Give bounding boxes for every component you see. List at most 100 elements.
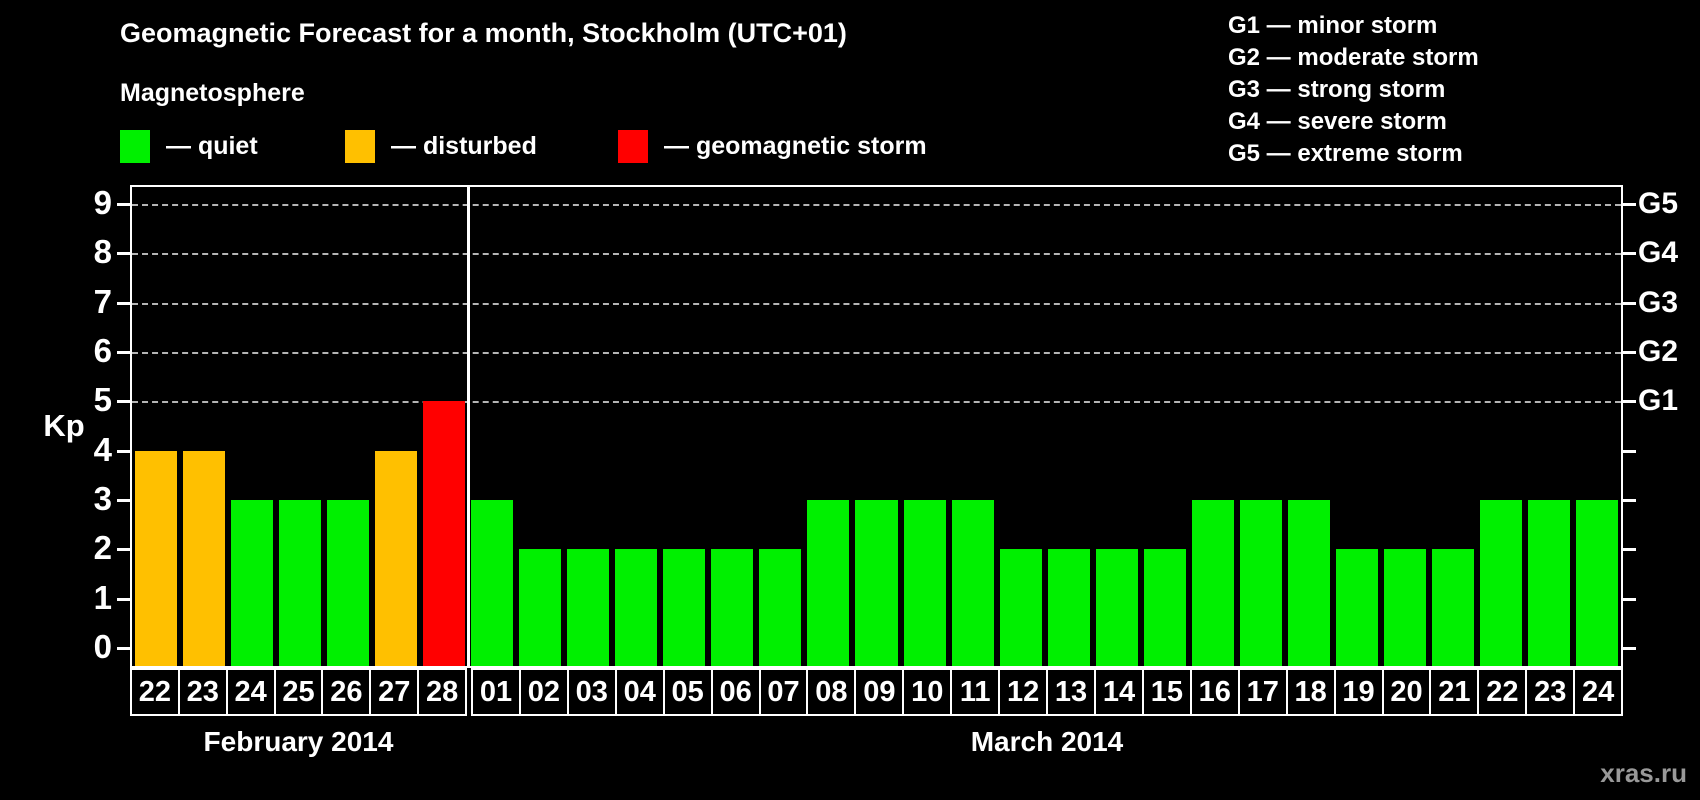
day-cell-mar-16: 16 bbox=[1189, 668, 1240, 716]
y-tick-right-6 bbox=[1623, 350, 1636, 354]
bar-mar-17 bbox=[1239, 500, 1282, 666]
day-slot-mar-02 bbox=[516, 187, 564, 666]
bar-mar-21 bbox=[1431, 549, 1474, 666]
day-row-february: 22 23 24 25 26 27 28 bbox=[130, 668, 468, 716]
day-slot-mar-10 bbox=[901, 187, 949, 666]
day-cell-mar-06: 06 bbox=[710, 668, 761, 716]
y-tick-label-3: 3 bbox=[93, 480, 112, 518]
y-tick-right-0 bbox=[1623, 647, 1636, 651]
day-slot-feb-25 bbox=[276, 187, 324, 666]
legend-item-disturbed: — disturbed bbox=[345, 130, 537, 163]
bar-mar-04 bbox=[615, 549, 658, 666]
day-slot-feb-26 bbox=[324, 187, 372, 666]
day-slot-mar-14 bbox=[1093, 187, 1141, 666]
day-row-march: 01 02 03 04 05 06 07 08 09 10 11 12 13 14 15 16 17 18 19 20… bbox=[471, 668, 1624, 716]
day-cell-mar-18: 18 bbox=[1285, 668, 1336, 716]
bar-mar-22 bbox=[1479, 500, 1522, 666]
day-cell-mar-14: 14 bbox=[1093, 668, 1144, 716]
bar-mar-05 bbox=[663, 549, 706, 666]
y-tick-left-8 bbox=[117, 252, 130, 256]
y-tick-left-1 bbox=[117, 597, 130, 601]
y-tick-left-0 bbox=[117, 647, 130, 651]
y-tick-label-8: 8 bbox=[93, 233, 112, 271]
bar-mar-10 bbox=[903, 500, 946, 666]
day-slot-mar-07 bbox=[756, 187, 804, 666]
day-cell-mar-23: 23 bbox=[1525, 668, 1576, 716]
month-label-february: February 2014 bbox=[203, 726, 394, 757]
bar-mar-23 bbox=[1527, 500, 1570, 666]
legend-label-quiet: — quiet bbox=[166, 132, 258, 160]
g-level-label-G1: G1 bbox=[1638, 384, 1679, 418]
day-slot-mar-08 bbox=[804, 187, 852, 666]
y-tick-label-6: 6 bbox=[93, 331, 112, 369]
y-tick-right-7 bbox=[1623, 301, 1636, 305]
legend-label-storm: — geomagnetic storm bbox=[664, 132, 927, 160]
day-cell-mar-20: 20 bbox=[1381, 668, 1432, 716]
g-level-label-G5: G5 bbox=[1638, 186, 1679, 220]
day-slot-mar-09 bbox=[852, 187, 900, 666]
day-cell-feb-22: 22 bbox=[130, 668, 180, 716]
day-cell-mar-24: 24 bbox=[1573, 668, 1624, 716]
bars-layer bbox=[132, 187, 1621, 666]
gridline-kp-9 bbox=[132, 203, 1621, 206]
storm-scale-line-3: G3 — strong storm bbox=[1228, 76, 1446, 103]
day-slot-mar-12 bbox=[997, 187, 1045, 666]
storm-scale-line-4: G4 — severe storm bbox=[1228, 108, 1447, 135]
day-slot-feb-22 bbox=[132, 187, 180, 666]
legend-label-disturbed: — disturbed bbox=[391, 132, 537, 160]
bar-feb-24 bbox=[231, 500, 274, 666]
legend-item-quiet: — quiet bbox=[120, 130, 258, 163]
day-cell-mar-07: 07 bbox=[758, 668, 809, 716]
quiet-swatch-icon bbox=[120, 130, 150, 163]
day-cell-mar-22: 22 bbox=[1477, 668, 1528, 716]
bar-mar-08 bbox=[807, 500, 850, 666]
month-label-march: March 2014 bbox=[970, 726, 1124, 757]
day-slot-mar-21 bbox=[1429, 187, 1477, 666]
day-cell-mar-13: 13 bbox=[1046, 668, 1096, 716]
y-tick-right-8 bbox=[1623, 252, 1636, 256]
day-slot-mar-11 bbox=[949, 187, 997, 666]
bar-mar-14 bbox=[1095, 549, 1138, 666]
storm-swatch-icon bbox=[618, 130, 648, 163]
disturbed-swatch-icon bbox=[345, 130, 375, 163]
y-tick-right-5 bbox=[1623, 400, 1636, 404]
bar-mar-19 bbox=[1335, 549, 1378, 666]
bar-feb-25 bbox=[279, 500, 322, 666]
day-slot-mar-04 bbox=[612, 187, 660, 666]
day-slot-mar-13 bbox=[1045, 187, 1093, 666]
day-cell-mar-03: 03 bbox=[566, 668, 617, 716]
y-tick-left-9 bbox=[117, 202, 130, 206]
day-cell-feb-26: 26 bbox=[321, 668, 372, 716]
y-tick-label-5: 5 bbox=[93, 381, 112, 419]
bar-mar-24 bbox=[1575, 500, 1618, 666]
y-tick-left-4 bbox=[117, 449, 130, 453]
legend-item-storm: — geomagnetic storm bbox=[618, 130, 927, 163]
bar-mar-18 bbox=[1287, 500, 1330, 666]
storm-scale-line-5: G5 — extreme storm bbox=[1228, 140, 1463, 167]
bar-mar-20 bbox=[1383, 549, 1426, 666]
day-slot-mar-24 bbox=[1573, 187, 1621, 666]
day-slot-mar-22 bbox=[1477, 187, 1525, 666]
month-separator-line bbox=[467, 187, 471, 666]
day-slot-mar-18 bbox=[1285, 187, 1333, 666]
g-level-label-G2: G2 bbox=[1638, 334, 1679, 368]
y-tick-label-4: 4 bbox=[93, 430, 112, 468]
y-tick-label-0: 0 bbox=[93, 628, 112, 666]
g-level-label-G4: G4 bbox=[1638, 236, 1679, 270]
magnetosphere-label: Magnetosphere bbox=[120, 79, 305, 107]
y-axis-title: Kp bbox=[43, 408, 85, 443]
day-cell-mar-01: 01 bbox=[471, 668, 521, 716]
bar-mar-07 bbox=[759, 549, 802, 666]
y-tick-right-3 bbox=[1623, 499, 1636, 503]
day-cell-mar-21: 21 bbox=[1429, 668, 1480, 716]
day-cell-feb-24: 24 bbox=[225, 668, 276, 716]
storm-scale-line-1: G1 — minor storm bbox=[1228, 12, 1438, 39]
day-slot-feb-27 bbox=[372, 187, 420, 666]
bar-mar-16 bbox=[1191, 500, 1234, 666]
bar-feb-22 bbox=[135, 450, 178, 666]
bar-mar-01 bbox=[471, 500, 514, 666]
day-cell-feb-28: 28 bbox=[417, 668, 468, 716]
page-title: Geomagnetic Forecast for a month, Stockh… bbox=[120, 18, 847, 48]
day-cell-mar-12: 12 bbox=[998, 668, 1049, 716]
